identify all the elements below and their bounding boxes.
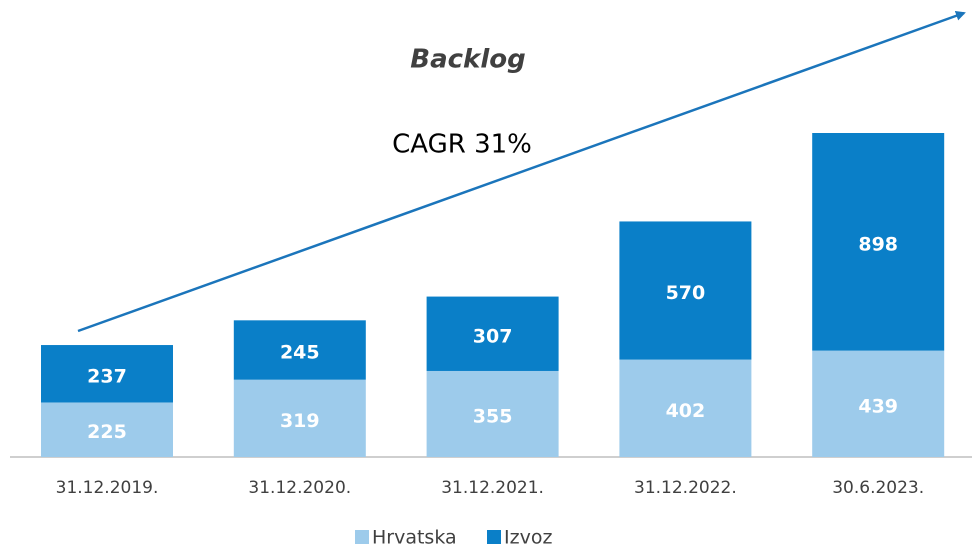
value-label: 237 [87, 365, 127, 387]
trend-arrow [77, 10, 966, 333]
bar-segment [619, 221, 752, 360]
bar-segment [426, 296, 559, 371]
legend-label: Izvoz [504, 527, 552, 547]
x-tick-label: 31.12.2020. [248, 478, 351, 498]
value-label: 402 [666, 400, 706, 422]
value-label: 245 [280, 342, 320, 364]
value-label: 355 [473, 405, 513, 427]
legend-swatch [487, 530, 501, 544]
bar-segment [812, 350, 945, 457]
x-tick-label: 30.6.2023. [832, 478, 924, 498]
value-label: 439 [858, 395, 898, 417]
bar-segment [233, 379, 366, 457]
legend-swatch [355, 530, 369, 544]
annotation: CAGR 31% [392, 130, 532, 160]
value-label: 570 [666, 282, 706, 304]
bar-segment [41, 402, 173, 457]
value-label: 319 [280, 410, 320, 432]
x-tick-label: 31.12.2022. [634, 478, 737, 498]
value-label: 307 [473, 325, 513, 347]
x-tick-label: 31.12.2019. [56, 478, 159, 498]
x-tick-label: 31.12.2021. [441, 478, 544, 498]
bar-segment [426, 370, 559, 457]
value-label: 898 [858, 233, 898, 255]
legend-label: Hrvatska [372, 527, 457, 547]
bar-segment [41, 345, 173, 403]
bar-segment [812, 133, 945, 351]
value-label: 225 [87, 421, 127, 443]
bar-segment [619, 359, 752, 457]
bar-segment [233, 320, 366, 380]
chart-title: Backlog [410, 45, 525, 75]
